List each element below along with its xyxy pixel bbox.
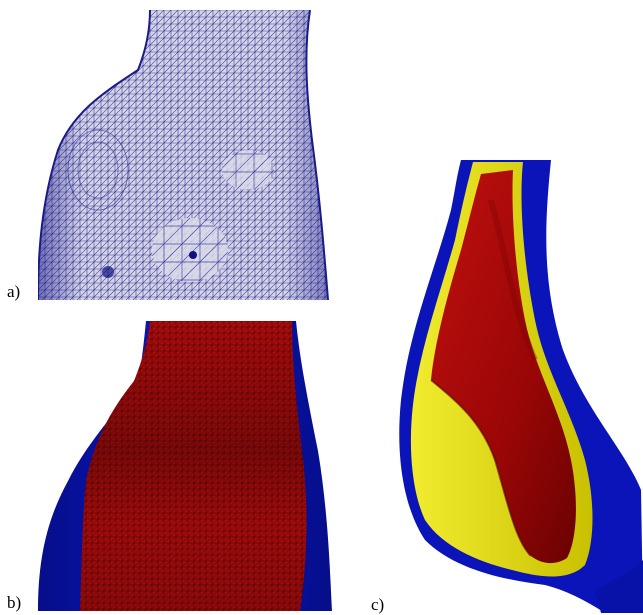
panel-a-mesh-image xyxy=(38,10,329,300)
inner-red-cavity xyxy=(431,170,576,564)
panel-c-label: c) xyxy=(371,595,385,614)
panel-a xyxy=(38,10,334,300)
panel-b xyxy=(38,321,334,611)
panel-c xyxy=(395,160,643,613)
panel-a-label: a) xyxy=(7,282,21,301)
panel-b-label: b) xyxy=(7,593,22,612)
panel-c-layered-image xyxy=(399,160,643,613)
panel-b-mesh-image xyxy=(38,321,332,611)
